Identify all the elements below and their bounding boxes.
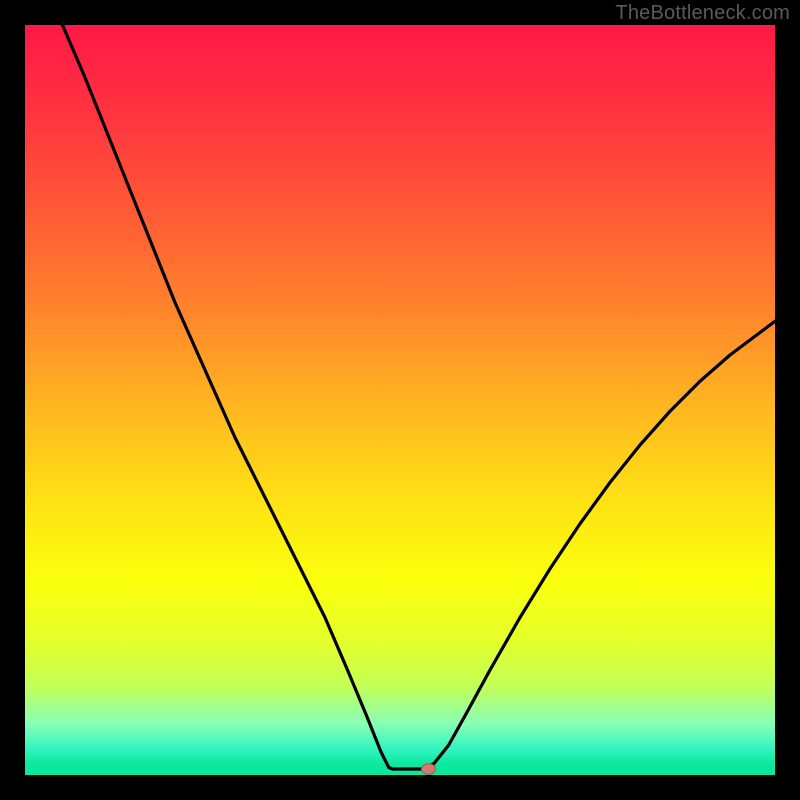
plot-background [25,25,775,775]
optimum-marker [422,764,436,774]
chart-wrapper: TheBottleneck.com [0,0,800,800]
bottleneck-chart [0,0,800,800]
